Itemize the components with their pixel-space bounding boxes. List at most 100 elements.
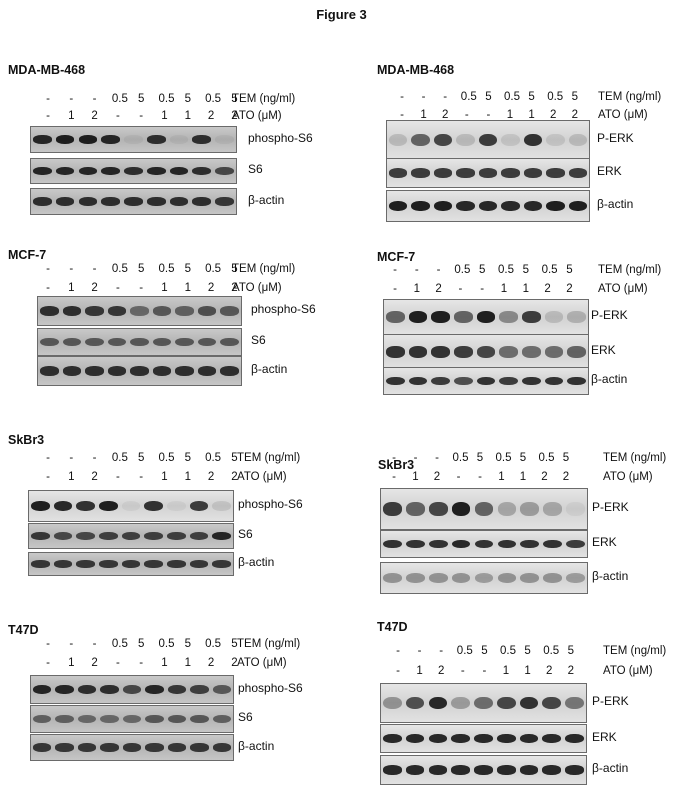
blot-band — [121, 560, 141, 568]
tem-lane-value: - — [92, 93, 97, 105]
blot-band — [100, 743, 119, 752]
blot-band — [152, 366, 172, 376]
ato-lane-value: 1 — [68, 471, 75, 483]
tem-lane-value: 0.5 — [111, 263, 128, 275]
blot-band — [433, 133, 453, 147]
blot-strip — [383, 367, 589, 395]
blot-band — [544, 346, 564, 358]
blot-band — [167, 714, 187, 724]
blot-band — [152, 306, 172, 316]
blot-band — [53, 531, 73, 541]
ato-lane-value: 2 — [91, 110, 98, 122]
blot-band — [546, 133, 565, 147]
blot-band — [408, 376, 428, 386]
tem-lane-value: - — [69, 263, 74, 275]
ato-lane-value: 1 — [68, 110, 75, 122]
ato-lane-value: 2 — [91, 657, 98, 669]
tem-lane-value: - — [417, 645, 422, 657]
tem-lane-value: 0.5 — [454, 264, 471, 276]
blot-band — [546, 200, 565, 212]
tem-lane-value: 5 — [231, 452, 238, 464]
ato-lane-value: 2 — [549, 109, 557, 121]
blot-label: S6 — [251, 333, 266, 347]
ato-lane-value: - — [139, 471, 144, 483]
blot-band — [566, 539, 585, 549]
tem-lane-value: 5 — [231, 93, 238, 105]
tem-lane-value: - — [421, 91, 426, 103]
blot-band — [212, 500, 231, 512]
blot-band — [428, 765, 448, 775]
blot-band — [456, 133, 475, 147]
tem-lane-value: 5 — [528, 91, 535, 103]
blot-band — [212, 743, 231, 752]
tem-lane-value: - — [46, 638, 50, 650]
blot-strip — [30, 158, 237, 184]
blot-band — [405, 572, 425, 584]
tem-lane-value: - — [92, 263, 97, 275]
ato-lane-value: 2 — [544, 283, 551, 295]
blot-band — [499, 346, 518, 358]
blot-band — [383, 696, 402, 710]
blot-label: β-actin — [238, 738, 275, 753]
tem-lane-value: - — [400, 91, 404, 103]
blot-band — [543, 539, 563, 549]
blot-band — [565, 733, 584, 744]
blot-band — [454, 311, 473, 323]
blot-label: β-actin — [592, 569, 629, 583]
blot-band — [501, 168, 520, 178]
blot-band — [76, 531, 95, 541]
blot-band — [33, 743, 52, 752]
blot-band — [501, 200, 520, 212]
blot-band — [189, 560, 209, 568]
ato-lane-value: 2 — [541, 471, 548, 483]
ato-lane-value: 2 — [433, 471, 441, 483]
blot-band — [175, 366, 194, 376]
blot-strip — [380, 530, 588, 558]
blot-band — [566, 502, 585, 516]
ato-condition-label: ATO (μM) — [603, 471, 653, 483]
blot-band — [175, 337, 194, 347]
blot-band — [78, 197, 98, 206]
blot-band — [497, 539, 517, 549]
tem-lane-value: - — [92, 638, 97, 650]
blot-label: P-ERK — [591, 308, 628, 322]
ato-lane-value: 2 — [207, 282, 215, 294]
blot-band — [40, 337, 59, 347]
blot-strip — [30, 705, 234, 733]
blot-band — [167, 531, 186, 541]
ato-lane-value: 1 — [519, 471, 527, 483]
blot-band — [428, 572, 448, 584]
blot-band — [497, 572, 517, 584]
blot-band — [101, 166, 121, 176]
blot-band — [433, 200, 453, 212]
ato-lane-value: 2 — [91, 471, 98, 483]
ato-lane-value: - — [139, 657, 144, 669]
ato-lane-value: 2 — [441, 109, 449, 121]
ato-lane-value: - — [115, 282, 120, 294]
blot-band — [197, 366, 217, 376]
blot-band — [451, 502, 471, 516]
ato-lane-value: 1 — [413, 283, 420, 295]
ato-lane-value: 1 — [416, 665, 423, 677]
cell-line-label: SkBr3 — [8, 433, 45, 447]
tem-lane-value: 5 — [571, 91, 578, 103]
ato-lane-value: - — [115, 657, 120, 669]
blot-band — [433, 168, 453, 178]
blot-band — [474, 696, 493, 710]
tem-condition-label: TEM (ng/ml) — [237, 452, 301, 464]
ato-lane-value: 2 — [91, 282, 98, 294]
blot-strip — [380, 724, 587, 753]
blot-band — [405, 733, 425, 744]
blot-band — [451, 572, 471, 584]
ato-condition-label: ATO (μM) — [232, 282, 282, 294]
tem-lane-value: 5 — [184, 93, 191, 105]
tem-lane-value: 5 — [519, 452, 527, 464]
tem-lane-value: 5 — [231, 638, 238, 650]
blot-band — [53, 560, 73, 568]
ato-lane-value: 2 — [231, 657, 238, 669]
blot-band — [523, 133, 543, 147]
blot-band — [567, 346, 586, 358]
tem-lane-value: - — [435, 452, 439, 464]
blot-band — [85, 337, 104, 347]
blot-band — [496, 696, 516, 710]
